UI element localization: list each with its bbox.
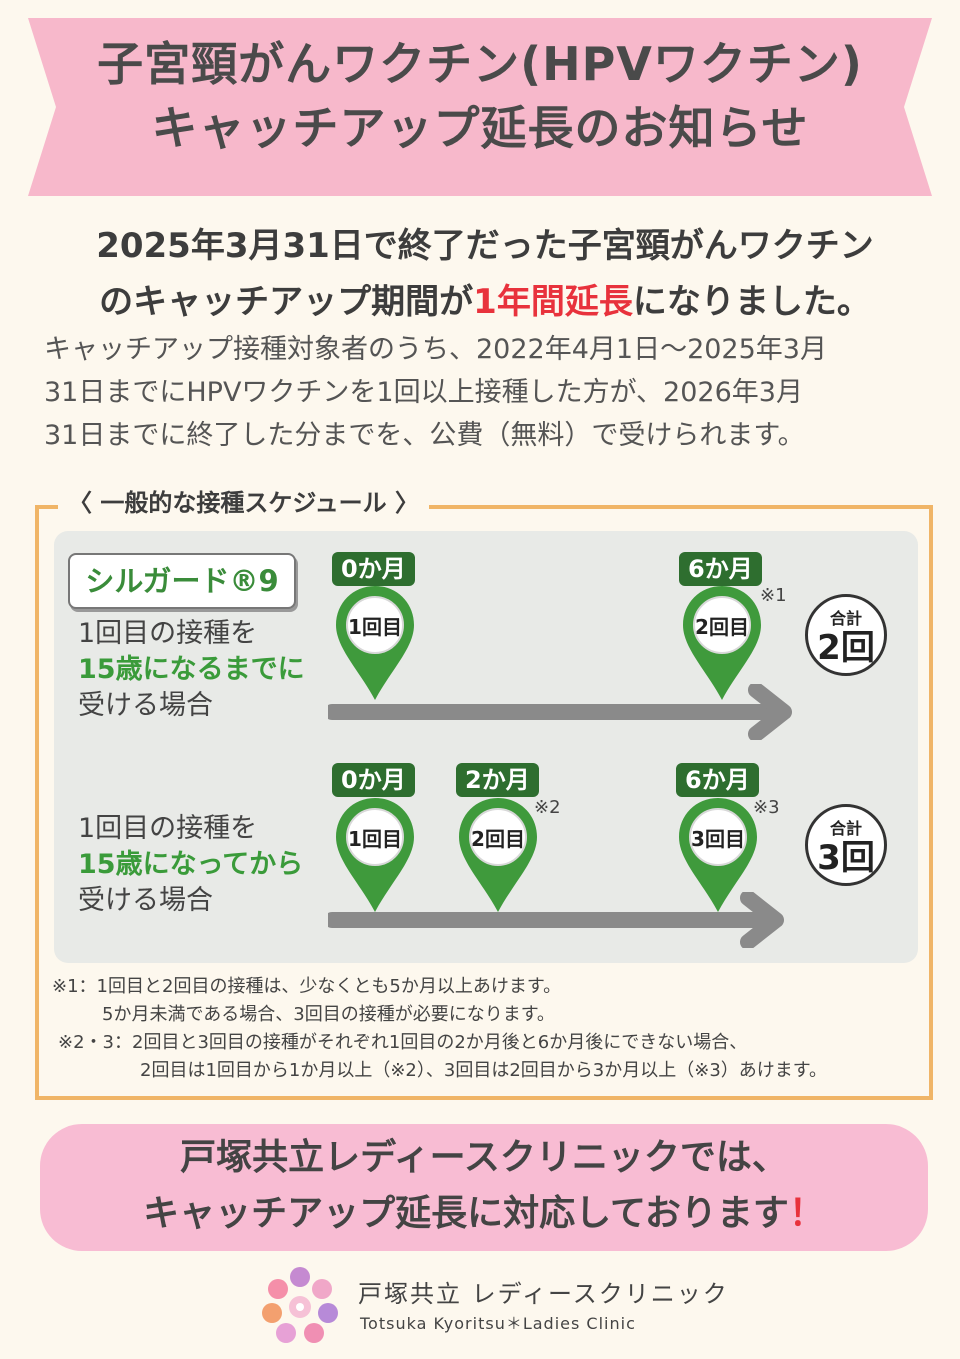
footnote-1-cont: 5か月未満である場合、3回目の接種が必要になります。 (102, 1004, 555, 1025)
row2-dose-label-2: 2回目 (471, 827, 525, 851)
location-pin-icon (336, 586, 414, 700)
row2-dose-pin-2: 2回目 (456, 796, 540, 926)
banner-ribbon-shape (28, 18, 932, 196)
row1-label-line2: 15歳になるまでに (78, 654, 305, 685)
row1-month-tag-0: 0か月 (332, 552, 415, 586)
row2-month-tag-6: 6か月 (676, 763, 759, 797)
banner-title: 子宮頸がんワクチン(HPVワクチン) キャッチアップ延長のお知らせ (28, 32, 932, 160)
row2-month-tag-0: 0か月 (332, 763, 415, 797)
headline-highlight: 1年間延長 (473, 282, 633, 322)
callout-line1: 戸塚共立レディースクリニックでは、 (180, 1137, 788, 1178)
clinic-name-jp: 戸塚共立 レディースクリニック (358, 1280, 729, 1308)
headline-part2: のキャッチアップ期間が (99, 282, 474, 322)
product-name-box: シルガード®9 (68, 553, 296, 609)
row1-month-tag-6: 6か月 (679, 552, 762, 586)
footnote-1: ※1：1回目と2回目の接種は、少なくとも5か月以上あけます。 (52, 976, 562, 997)
headline-line1: 2025年3月31日で終了だった子宮頸がんワクチン (96, 226, 874, 266)
callout-line2-wrap: キャッチアップ延長に対応しております！ (40, 1186, 928, 1242)
body-line3: 31日までに終了した分までを、公費（無料）で受けられます。 (44, 420, 805, 451)
row2-dose-pin-3: 3回目 (676, 796, 760, 926)
row2-month-tag-2: 2か月 (456, 763, 539, 797)
callout-text: 戸塚共立レディースクリニックでは、 キャッチアップ延長に対応しております！ (40, 1130, 928, 1242)
footnote-2: ※2・3：2回目と3回目の接種がそれぞれ1回目の2か月後と6か月後にできない場合… (58, 1032, 748, 1053)
schedule-box (35, 505, 933, 1100)
clinic-callout: 戸塚共立レディースクリニックでは、 キャッチアップ延長に対応しております！ (40, 1124, 928, 1251)
body-line2: 31日までにHPVワクチンを1回以上接種した方が、2026年3月 (44, 377, 803, 408)
row1-timeline-arrow (328, 684, 792, 740)
banner-title-line1: 子宮頸がんワクチン(HPVワクチン) (97, 37, 863, 91)
location-pin-icon (459, 798, 537, 912)
row1-dose-pin-1: 1回目 (333, 584, 417, 714)
schedule-footnotes: ※1：1回目と2回目の接種は、少なくとも5か月以上あけます。 5か月未満である場… (52, 973, 922, 1085)
row2-total-value: 3回 (817, 838, 875, 878)
row1-total-value: 2回 (817, 628, 875, 668)
location-pin-icon (336, 798, 414, 912)
row1-total-label: 合計 (829, 609, 862, 628)
row2-label-line3: 受ける場合 (78, 885, 213, 916)
body-paragraph: キャッチアップ接種対象者のうち、2022年4月1日〜2025年3月 31日までに… (44, 328, 924, 457)
banner-title-line2: キャッチアップ延長のお知らせ (151, 101, 809, 155)
row2-total-label: 合計 (829, 819, 862, 838)
row2-timeline-arrow (328, 892, 784, 948)
clinic-name-en: Totsuka Kyoritsu＊Ladies Clinic (360, 1314, 636, 1333)
title-banner: 子宮頸がんワクチン(HPVワクチン) キャッチアップ延長のお知らせ (28, 18, 932, 196)
row2-dose-label-3: 3回目 (691, 827, 745, 851)
body-line1: キャッチアップ接種対象者のうち、2022年4月1日〜2025年3月 (44, 334, 827, 365)
row1-dose-label-2: 2回目 (695, 615, 749, 639)
row1-note-mark: ※1 (760, 585, 787, 606)
headline-part3: になりました。 (632, 282, 871, 322)
row2-note-mark-3: ※3 (753, 797, 780, 818)
footnote-2-cont: 2回目は1回目から1か月以上（※2）、3回目は2回目から3か月以上（※3）あけま… (140, 1060, 827, 1081)
row1-dose-pin-2: 2回目 (680, 584, 764, 714)
schedule-title: 〈 一般的な接種スケジュール 〉 (58, 486, 430, 520)
row1-total-badge: 合計 2回 (805, 594, 887, 676)
row2-label-line1: 1回目の接種を (78, 813, 258, 844)
row2-total-badge: 合計 3回 (805, 804, 887, 886)
callout-line2: キャッチアップ延長に対応しております (143, 1193, 789, 1234)
row1-dose-label-1: 1回目 (348, 615, 402, 639)
row1-label-line1: 1回目の接種を (78, 618, 258, 649)
location-pin-icon (683, 586, 761, 700)
callout-exclaim: ！ (788, 1193, 825, 1234)
row2-label: 1回目の接種を 15歳になってから 受ける場合 (78, 811, 303, 919)
row2-dose-label-1: 1回目 (348, 827, 402, 851)
location-pin-icon (679, 798, 757, 912)
clinic-logo-icon (262, 1267, 338, 1343)
headline-line2: のキャッチアップ期間が1年間延長になりました。 (40, 274, 930, 330)
row1-label: 1回目の接種を 15歳になるまでに 受ける場合 (78, 616, 305, 724)
row2-label-line2: 15歳になってから (78, 849, 304, 880)
row2-note-mark-2: ※2 (534, 797, 561, 818)
row1-label-line3: 受ける場合 (78, 690, 213, 721)
row2-dose-pin-1: 1回目 (333, 796, 417, 926)
headline: 2025年3月31日で終了だった子宮頸がんワクチン のキャッチアップ期間が1年間… (40, 218, 930, 330)
